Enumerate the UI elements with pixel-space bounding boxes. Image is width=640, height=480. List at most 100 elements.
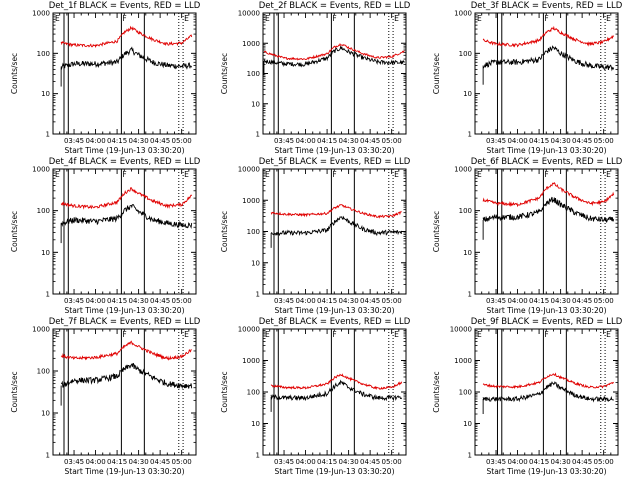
x-axis-label: Start Time (19-Jun-13 03:30:20) [487,146,607,155]
x-tick-label: 04:15 [529,137,549,145]
y-tick-label: 1000 [32,166,50,174]
x-tick-label: 03:45 [64,458,84,466]
marker-flag: F [122,170,126,179]
x-tick-label: 04:30 [551,297,571,305]
chart-title: Det_9f BLACK = Events, RED = LLD [471,317,623,327]
marker-flag: F [544,14,548,23]
y-tick-label: 10 [41,249,50,257]
y-tick-label: 10 [251,420,260,428]
marker-flag: E [606,14,611,23]
x-tick-label: 04:15 [529,458,549,466]
y-axis-label: Counts/sec [10,211,19,252]
series-lld [270,204,402,219]
y-tick-label: 1000 [32,326,50,334]
marker-flag: F [332,330,336,339]
marker-flag: E [477,170,482,179]
panel-det-2f: Det_2f BLACK = Events, RED = LLD 1 10 100 10… [220,1,411,155]
x-tick-label: 04:00 [507,137,527,145]
y-tick-label: 1 [468,452,472,460]
plot-frame [474,12,619,135]
marker-flag: F [122,330,126,339]
x-tick-label: 05:00 [382,297,402,305]
y-tick-label: 100 [37,368,50,376]
marker-flag: F [332,170,336,179]
series-lld [270,373,403,390]
y-tick-label: 1 [46,131,50,139]
panel-det-1f: Det_1f BLACK = Events, RED = LLD 1 10 100 10… [10,1,201,155]
y-tick-label: 1000 [242,197,260,205]
x-tick-label: 04:30 [339,137,359,145]
x-tick-label: 04:00 [85,137,105,145]
y-tick-label: 1000 [454,10,472,18]
marker-flag: E [394,14,399,23]
x-tick-label: 04:45 [150,137,170,145]
y-tick-label: 1 [256,291,260,299]
y-tick-label: 100 [37,50,50,58]
plot-frame [262,12,407,135]
y-tick-label: 1 [468,131,472,139]
y-tick-label: 100 [459,207,472,215]
y-axis-label: Counts/sec [220,371,229,412]
marker-flag: E [265,170,270,179]
y-tick-label: 10 [41,410,50,418]
marker-flag: E [394,170,399,179]
x-tick-label: 04:45 [360,458,380,466]
x-axis-label: Start Time (19-Jun-13 03:30:20) [275,306,395,315]
x-tick-label: 04:15 [107,137,127,145]
x-tick-label: 03:45 [486,297,506,305]
series-events [60,46,193,70]
y-tick-label: 100 [247,389,260,397]
plot-frame [262,328,407,456]
x-tick-label: 05:00 [594,458,614,466]
x-tick-label: 04:15 [107,297,127,305]
x-tick-label: 05:00 [172,137,192,145]
marker-flag: E [184,170,189,179]
marker-flag: F [332,14,336,23]
series-lld [482,25,615,48]
panel-det-9f: Det_9f BLACK = Events, RED = LLD 1 10 100 10… [432,317,623,476]
panel-det-8f: Det_8f BLACK = Events, RED = LLD 1 10 100 10… [220,317,411,476]
marker-flag: F [544,330,548,339]
marker-flag: E [394,330,399,339]
x-tick-label: 04:00 [85,458,105,466]
y-tick-label: 10000 [450,326,472,334]
series-events [263,44,405,68]
plot-frame [52,328,197,456]
panel-det-7f: Det_7f BLACK = Events, RED = LLD 1 10 100 10… [10,317,201,476]
y-tick-label: 1 [256,452,260,460]
y-axis-label: Counts/sec [10,371,19,412]
x-tick-label: 04:45 [150,458,170,466]
x-tick-label: 05:00 [594,297,614,305]
y-tick-label: 100 [459,389,472,397]
panel-det-6f: Det_6f BLACK = Events, RED = LLD 1 10 100 10… [432,157,623,315]
marker-flag: E [184,14,189,23]
x-tick-label: 04:45 [572,458,592,466]
x-tick-label: 04:15 [107,458,127,466]
y-tick-label: 10 [251,259,260,267]
y-tick-label: 10 [463,249,472,257]
x-tick-label: 03:45 [64,297,84,305]
x-tick-label: 04:15 [529,297,549,305]
chart-title: Det_2f BLACK = Events, RED = LLD [259,1,411,11]
x-axis-label: Start Time (19-Jun-13 03:30:20) [275,146,395,155]
chart-title: Det_7f BLACK = Events, RED = LLD [49,317,201,327]
series-lld [482,181,615,208]
x-tick-label: 04:45 [572,137,592,145]
y-tick-label: 1000 [454,357,472,365]
x-tick-label: 05:00 [172,297,192,305]
y-tick-label: 100 [37,207,50,215]
y-axis-label: Counts/sec [220,211,229,252]
marker-flag: E [55,330,60,339]
x-tick-label: 04:45 [360,137,380,145]
marker-flag: E [477,330,482,339]
y-tick-label: 1 [468,291,472,299]
plot-frame [474,328,619,456]
y-axis-label: Counts/sec [10,53,19,94]
y-tick-label: 100 [247,70,260,78]
marker-flag: E [606,330,611,339]
y-tick-label: 100 [247,228,260,236]
y-tick-label: 10 [251,100,260,108]
x-tick-label: 03:45 [486,458,506,466]
y-tick-label: 10 [463,420,472,428]
chart-title: Det_3f BLACK = Events, RED = LLD [471,1,623,11]
